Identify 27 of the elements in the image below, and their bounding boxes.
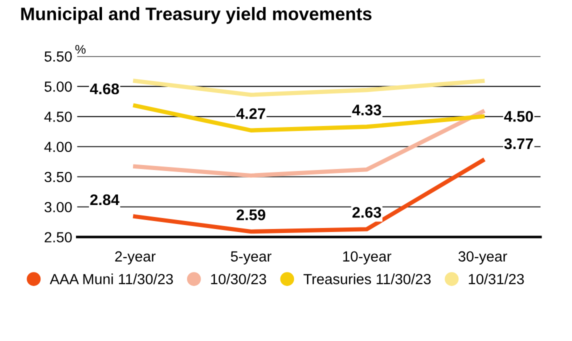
legend-label: Treasuries 11/30/23	[304, 274, 431, 284]
y-tick-label: 2.50	[44, 232, 72, 242]
data-label: 4.27	[236, 108, 266, 119]
line-series	[133, 158, 485, 234]
data-label: 4.50	[504, 111, 533, 122]
x-tick-label: 10-year	[343, 251, 392, 264]
x-tick-label: 30-year	[458, 251, 508, 264]
data-label: 4.33	[352, 104, 382, 116]
legend-label: AAA Muni 11/30/23	[50, 274, 173, 284]
line-series	[133, 104, 485, 132]
data-label: 3.77	[504, 138, 533, 150]
y-tick-label: 5.00	[44, 81, 72, 92]
y-tick-label: 3.50	[44, 172, 72, 182]
x-tick-label: 5-year	[230, 251, 272, 264]
x-tick-label: 2-year	[115, 251, 156, 264]
data-label: 2.84	[90, 194, 120, 206]
y-axis-title: %	[75, 44, 86, 54]
data-label: 4.68	[90, 83, 119, 94]
data-label: 2.59	[236, 209, 266, 220]
y-tick-label: 3.00	[44, 202, 72, 212]
y-tick-label: 5.50	[44, 51, 72, 62]
y-tick-label: 4.00	[44, 142, 72, 152]
legend-label: 10/31/23	[468, 274, 524, 284]
legend-label: 10/30/23	[211, 274, 266, 284]
data-label: 2.63	[352, 206, 382, 218]
chart-title: Municipal and Treasury yield movements	[21, 7, 372, 24]
y-tick-label: 4.50	[44, 112, 72, 122]
